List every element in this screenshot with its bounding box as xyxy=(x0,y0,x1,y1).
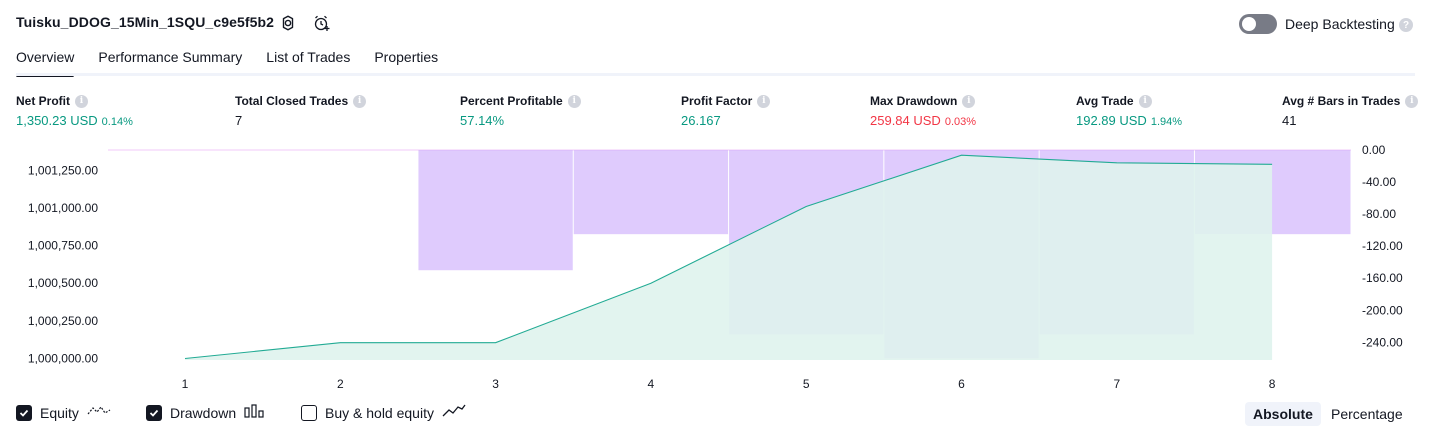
equity-area xyxy=(185,155,1273,360)
metric-net-profit: Net Profit i 1,350.23 USD 0.14% xyxy=(16,94,133,128)
info-icon[interactable]: i xyxy=(1138,94,1152,108)
metric-label: Max Drawdown xyxy=(870,94,958,108)
legend-drawdown[interactable]: Drawdown xyxy=(146,404,266,421)
tab-list-of-trades[interactable]: List of Trades xyxy=(266,49,351,65)
info-icon[interactable]: i xyxy=(567,94,581,108)
info-icon[interactable]: i xyxy=(962,94,976,108)
right-axis-tick: -120.00 xyxy=(1362,239,1403,253)
info-icon[interactable]: i xyxy=(75,94,88,108)
alarm-plus-icon[interactable] xyxy=(312,13,332,33)
metric-max-drawdown: Max Drawdown i 259.84 USD 0.03% xyxy=(870,94,976,128)
right-axis-tick: 0.00 xyxy=(1362,143,1386,157)
metric-percent: 0.14% xyxy=(101,116,133,128)
left-axis-tick: 1,000,500.00 xyxy=(28,276,98,290)
drawdown-bars-icon xyxy=(244,404,266,421)
equity-line xyxy=(184,154,1273,360)
drawdown-bar xyxy=(573,150,729,235)
percentage-button[interactable]: Percentage xyxy=(1331,406,1403,422)
left-axis-tick: 1,001,250.00 xyxy=(28,163,98,177)
buy-hold-line-icon xyxy=(442,404,466,421)
deep-backtesting-label: Deep Backtesting xyxy=(1285,16,1395,32)
metric-value: 1,350.23 USD xyxy=(16,113,98,128)
left-axis-tick: 1,000,250.00 xyxy=(28,314,98,328)
tab-overview[interactable]: Overview xyxy=(16,40,75,77)
left-axis-tick: 1,001,000.00 xyxy=(28,201,98,215)
x-axis-tick: 7 xyxy=(1113,377,1120,391)
metric-profit-factor: Profit Factor i 26.167 xyxy=(681,94,771,128)
legend-equity-label: Equity xyxy=(40,404,79,421)
report-tabs: Overview Performance Summary List of Tra… xyxy=(16,40,439,77)
right-axis: 0.00 -40.00 -80.00 -120.00 -160.00 -200.00 -24… xyxy=(1362,143,1403,349)
gear-icon[interactable] xyxy=(278,13,298,33)
help-icon[interactable]: ? xyxy=(1399,18,1413,32)
metric-label: Total Closed Trades xyxy=(235,94,349,108)
right-axis-tick: -80.00 xyxy=(1362,207,1396,221)
metric-value: 26.167 xyxy=(681,113,721,128)
metric-label: Avg # Bars in Trades xyxy=(1282,94,1401,108)
legend-buy-hold[interactable]: Buy & hold equity xyxy=(301,404,466,421)
x-axis-tick: 1 xyxy=(182,377,189,391)
left-axis: 1,000,000.00 1,000,250.00 1,000,500.00 1,00… xyxy=(28,163,98,365)
tabs-divider xyxy=(16,73,1415,76)
metric-total-closed-trades: Total Closed Trades i 7 xyxy=(235,94,367,128)
right-axis-tick: -160.00 xyxy=(1362,271,1403,285)
metric-percent-profitable: Percent Profitable i 57.14% xyxy=(460,94,581,128)
info-icon[interactable]: i xyxy=(757,94,771,108)
x-axis-tick: 5 xyxy=(803,377,810,391)
right-axis-tick: -200.00 xyxy=(1362,303,1403,317)
x-axis-tick: 6 xyxy=(958,377,965,391)
right-axis-tick: -240.00 xyxy=(1362,335,1403,349)
deep-backtesting-toggle[interactable] xyxy=(1239,14,1277,34)
x-axis-tick: 4 xyxy=(648,377,655,391)
metric-percent: 1.94% xyxy=(1150,116,1183,128)
toggle-knob xyxy=(1242,17,1256,31)
metric-label: Percent Profitable xyxy=(460,94,563,108)
x-axis-tick: 8 xyxy=(1269,377,1276,391)
metric-value: 41 xyxy=(1282,113,1297,128)
tab-properties[interactable]: Properties xyxy=(374,49,439,65)
left-axis-tick: 1,000,750.00 xyxy=(28,239,98,253)
x-axis-tick: 3 xyxy=(492,377,499,391)
metric-avg-trade: Avg Trade i 192.89 USD 1.94% xyxy=(1076,94,1182,128)
absolute-button[interactable]: Absolute xyxy=(1245,402,1321,426)
equity-line-icon xyxy=(87,404,111,421)
metric-avg-bars-in-trades: Avg # Bars in Trades i 41 xyxy=(1282,94,1419,128)
drawdown-bar xyxy=(418,150,573,271)
x-axis: 1 2 3 4 5 6 7 8 xyxy=(182,377,1276,391)
legend-buy-hold-label: Buy & hold equity xyxy=(325,404,434,421)
metric-value: 57.14% xyxy=(460,113,505,128)
strategy-title: Tuisku_DDOG_15Min_1SQU_c9e5f5b2 xyxy=(16,14,275,30)
checkbox-drawdown[interactable] xyxy=(146,404,162,421)
info-icon[interactable]: i xyxy=(353,94,367,108)
metric-value: 259.84 USD xyxy=(870,113,941,128)
x-axis-tick: 2 xyxy=(337,377,344,391)
metric-value: 192.89 USD xyxy=(1076,113,1147,128)
checkbox-equity[interactable] xyxy=(16,404,32,421)
metric-value: 7 xyxy=(235,113,243,128)
metric-label: Avg Trade xyxy=(1076,94,1134,108)
checkbox-buy-hold[interactable] xyxy=(301,404,317,421)
legend-drawdown-label: Drawdown xyxy=(170,404,237,421)
legend-equity[interactable]: Equity xyxy=(16,404,111,421)
metric-label: Profit Factor xyxy=(681,94,753,108)
tab-performance-summary[interactable]: Performance Summary xyxy=(98,49,243,65)
metric-percent: 0.03% xyxy=(944,116,977,128)
metric-label: Net Profit xyxy=(16,94,70,108)
right-axis-tick: -40.00 xyxy=(1362,175,1396,189)
left-axis-tick: 1,000,000.00 xyxy=(28,351,98,365)
info-icon[interactable]: i xyxy=(1405,94,1419,108)
equity-drawdown-chart[interactable]: 1,000,000.00 1,000,250.00 1,000,500.00 1,00… xyxy=(0,138,1431,398)
